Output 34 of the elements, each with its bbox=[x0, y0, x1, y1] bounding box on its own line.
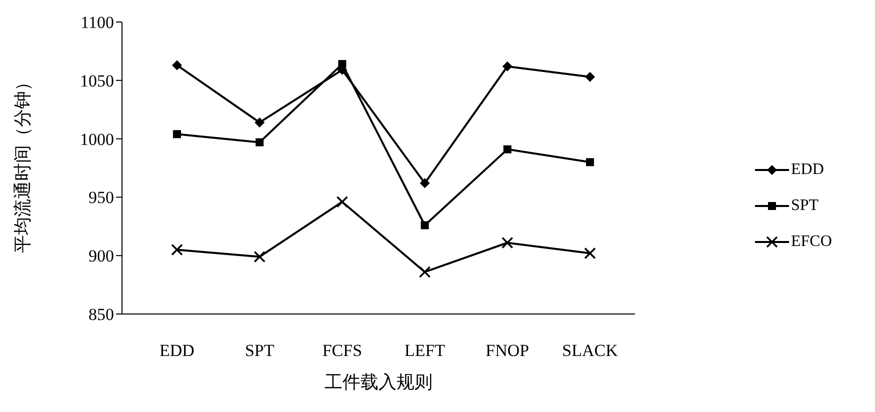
point bbox=[254, 117, 265, 128]
x-tick-label: SPT bbox=[244, 341, 275, 360]
y-tick-label: 1000 bbox=[80, 130, 114, 149]
point bbox=[586, 158, 594, 166]
x-tick-label: LEFT bbox=[404, 341, 446, 360]
point bbox=[585, 72, 595, 82]
point bbox=[338, 60, 346, 68]
point bbox=[502, 236, 514, 249]
legend-label: EDD bbox=[791, 161, 824, 179]
x-tick-label: FNOP bbox=[486, 341, 530, 360]
x-tick-label: SLACK bbox=[562, 341, 619, 360]
point bbox=[418, 266, 431, 278]
point bbox=[502, 61, 512, 72]
point bbox=[172, 60, 182, 70]
x-axis-title: 工件载入规则 bbox=[324, 372, 432, 392]
point bbox=[256, 138, 264, 146]
point bbox=[584, 247, 596, 260]
point bbox=[171, 244, 183, 256]
point bbox=[420, 221, 429, 230]
y-tick-label: 900 bbox=[88, 246, 114, 266]
legend-label: EFCO bbox=[791, 233, 832, 251]
point bbox=[420, 178, 430, 188]
point bbox=[254, 250, 266, 263]
legend-label: SPT bbox=[791, 197, 819, 215]
point bbox=[336, 196, 348, 208]
y-tick-label: 1100 bbox=[80, 13, 114, 32]
y-axis-title: 平均流通时间（分钟） bbox=[12, 73, 32, 253]
y-tick-label: 950 bbox=[88, 188, 114, 208]
x-tick-label: EDD bbox=[160, 341, 194, 360]
y-tick-label: 850 bbox=[88, 305, 114, 324]
x-tick-label: FCFS bbox=[322, 341, 362, 360]
point bbox=[503, 145, 512, 154]
point bbox=[173, 130, 181, 138]
y-tick-label: 1050 bbox=[80, 71, 114, 90]
